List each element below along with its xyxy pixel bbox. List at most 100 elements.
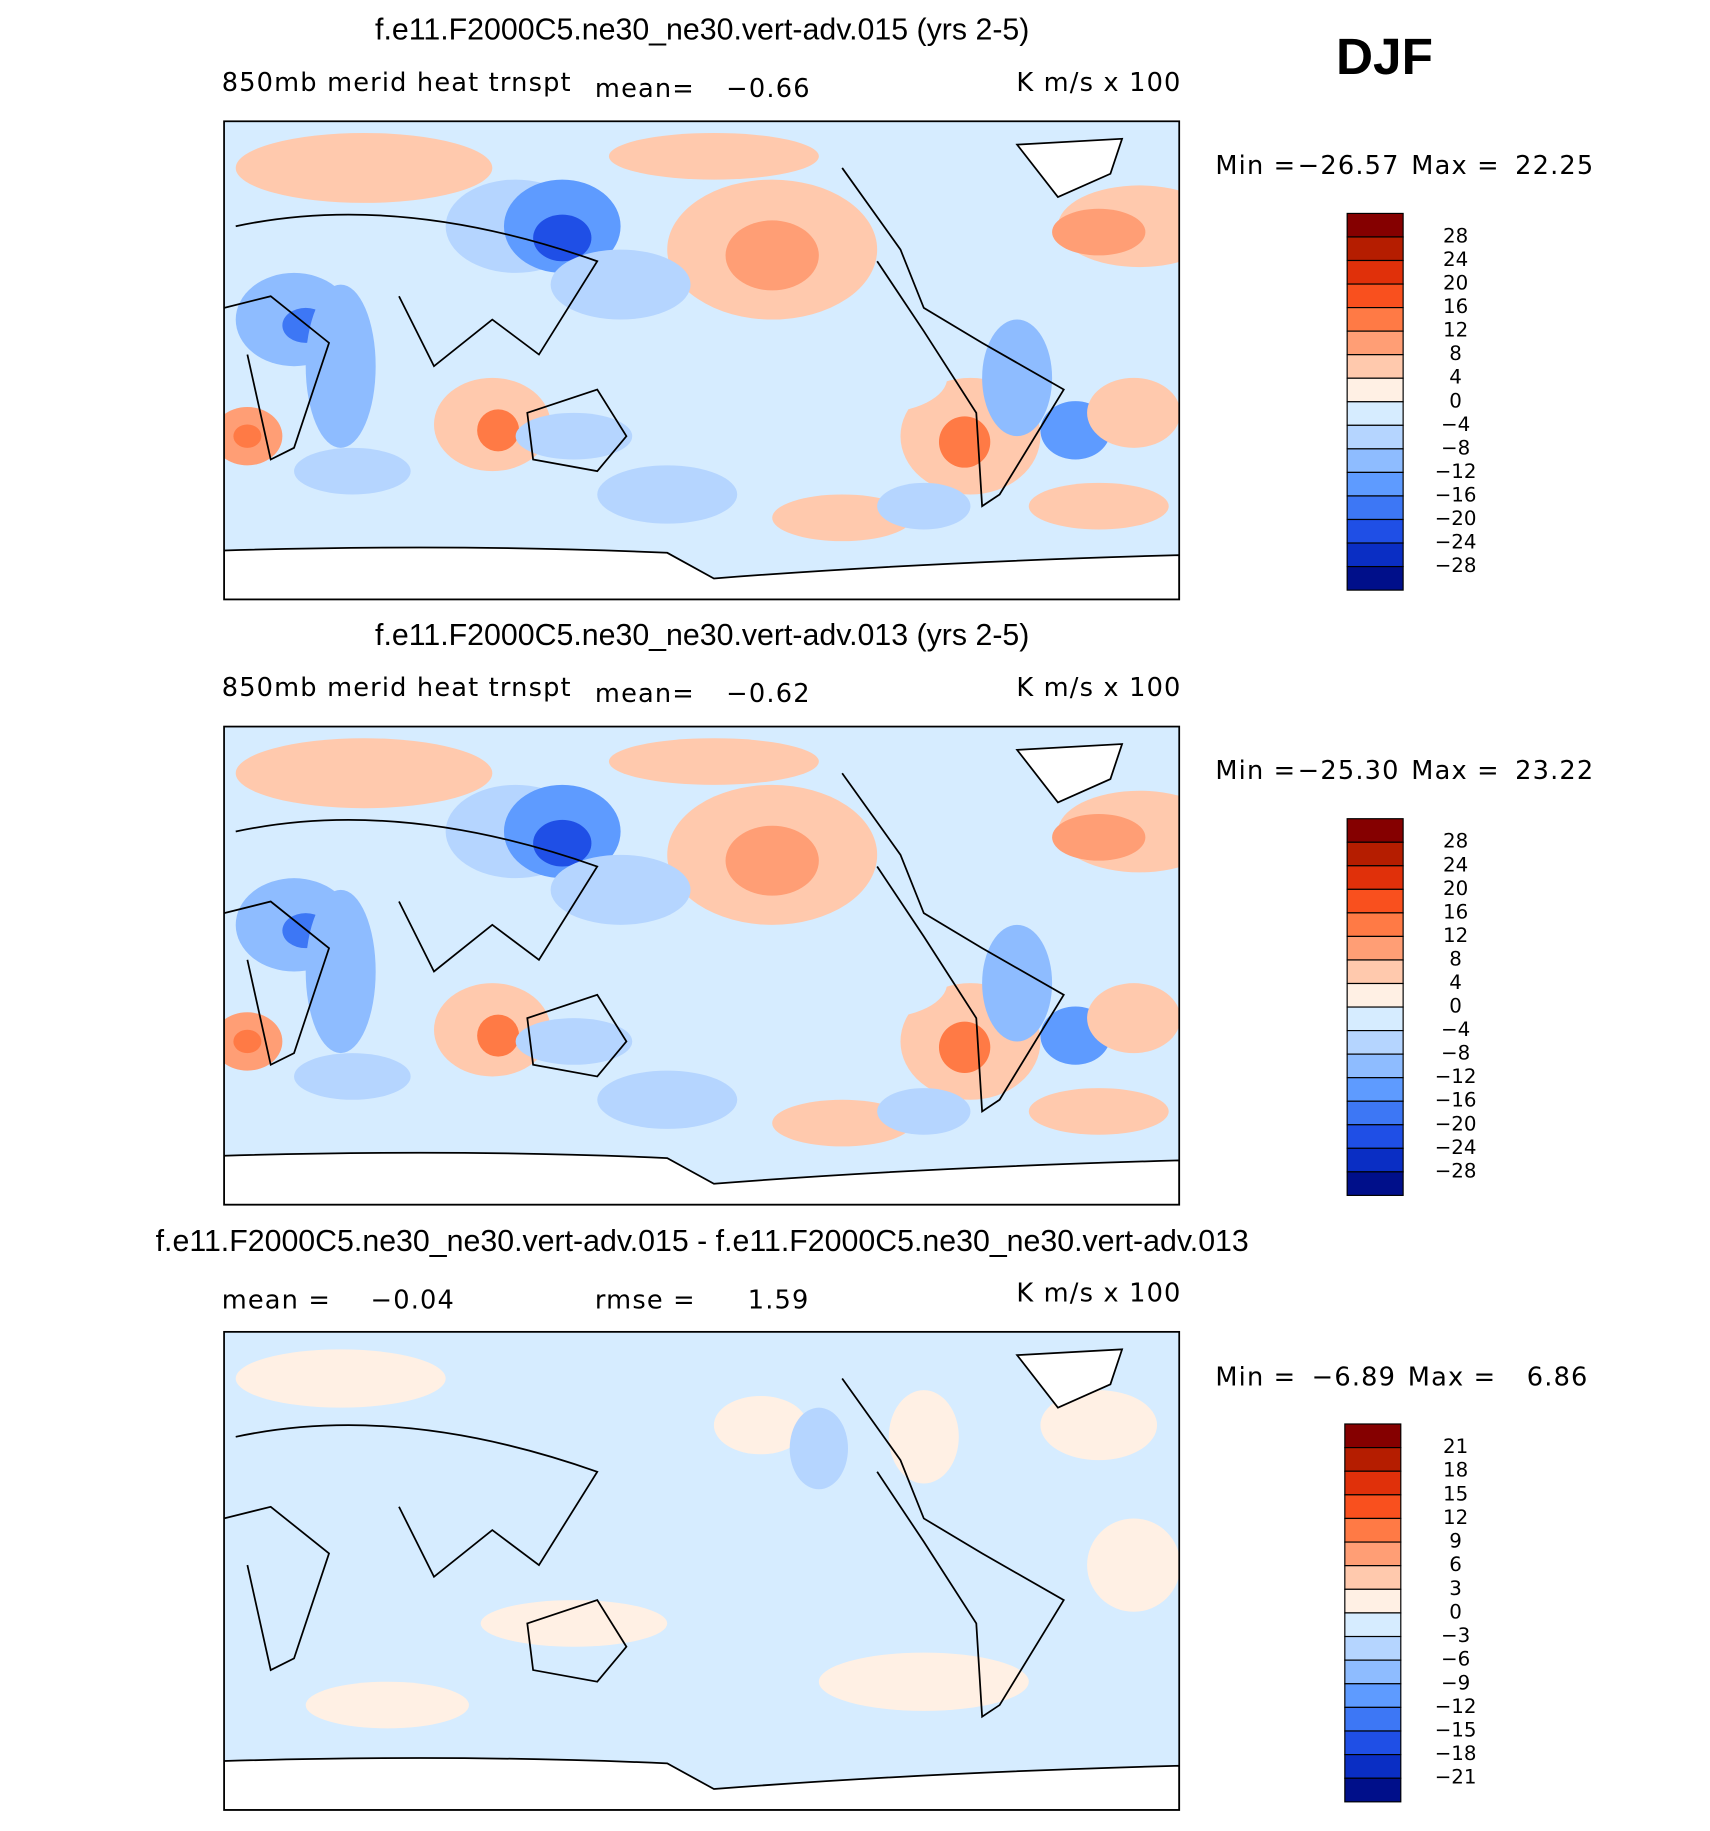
field-blob bbox=[597, 1070, 738, 1129]
colorbar-box bbox=[1344, 1588, 1402, 1614]
colorbar-label: 12 bbox=[1443, 319, 1468, 342]
field-blob bbox=[597, 465, 738, 524]
field-blob bbox=[877, 482, 971, 530]
map-field bbox=[224, 121, 1180, 600]
mean-label: mean = bbox=[222, 1286, 331, 1316]
field-blob bbox=[982, 924, 1053, 1042]
colorbar-label: 16 bbox=[1443, 295, 1468, 318]
min-label: Min = bbox=[1215, 151, 1296, 181]
colorbar-label: 0 bbox=[1449, 389, 1462, 412]
colorbar-box bbox=[1346, 283, 1404, 309]
antarctica bbox=[224, 1757, 1180, 1811]
colorbar-box bbox=[1344, 1565, 1402, 1590]
field-blob bbox=[1052, 814, 1146, 861]
colorbar-box bbox=[1346, 401, 1404, 426]
mean-value: −0.66 bbox=[726, 74, 810, 104]
min-label: Min = bbox=[1215, 1362, 1296, 1392]
field-blob bbox=[1040, 1390, 1158, 1461]
colorbar-label: 8 bbox=[1449, 947, 1462, 970]
field-blob bbox=[294, 1053, 411, 1100]
colorbar-box bbox=[1346, 236, 1404, 262]
mean-value: −0.62 bbox=[726, 679, 810, 709]
map-background bbox=[224, 1331, 1180, 1811]
colorbar-label: 0 bbox=[1449, 1600, 1462, 1623]
field-blob bbox=[877, 1088, 971, 1135]
field-blob bbox=[713, 1395, 808, 1455]
min-label: Min = bbox=[1215, 756, 1296, 786]
field-blob bbox=[1052, 208, 1146, 256]
colorbar-label: −28 bbox=[1435, 1159, 1477, 1182]
colorbar-label: −12 bbox=[1435, 1065, 1477, 1088]
field-blob bbox=[477, 1014, 520, 1057]
colorbar-box bbox=[1346, 818, 1404, 843]
max-label: Max = bbox=[1411, 756, 1499, 786]
colorbar-box bbox=[1346, 1147, 1404, 1173]
colorbar-box bbox=[1346, 330, 1404, 356]
colorbar-label: −4 bbox=[1441, 1018, 1470, 1041]
panel-title: f.e11.F2000C5.ne30_ne30.vert-adv.015 - f… bbox=[156, 1225, 1249, 1258]
field-blob bbox=[515, 412, 633, 460]
season-label: DJF bbox=[1336, 28, 1433, 85]
field-blob bbox=[1028, 482, 1169, 530]
colorbar-label: −4 bbox=[1441, 413, 1470, 436]
colorbar-label: 15 bbox=[1443, 1482, 1468, 1505]
max-label: Max = bbox=[1411, 151, 1499, 181]
colorbar-label: −28 bbox=[1435, 554, 1477, 577]
colorbar-label: −16 bbox=[1435, 483, 1477, 506]
colorbar-box bbox=[1344, 1470, 1402, 1496]
map-frame bbox=[223, 120, 1181, 601]
colorbar-box bbox=[1344, 1683, 1402, 1708]
colorbar-label: −9 bbox=[1441, 1671, 1470, 1694]
colorbar-box bbox=[1346, 1030, 1404, 1055]
mean-value: −0.04 bbox=[371, 1286, 455, 1316]
colorbar-label: 3 bbox=[1449, 1577, 1462, 1600]
field-blob bbox=[807, 948, 948, 1019]
colorbar-label: −16 bbox=[1435, 1089, 1477, 1112]
colorbar-box bbox=[1344, 1777, 1402, 1803]
colorbar-box bbox=[1346, 354, 1404, 379]
min-value: −26.57 bbox=[1298, 151, 1400, 181]
colorbar-box bbox=[1346, 565, 1404, 591]
rmse-value: 1.59 bbox=[748, 1286, 810, 1316]
max-value: 22.25 bbox=[1515, 151, 1594, 181]
colorbar-label: 28 bbox=[1443, 830, 1468, 853]
colorbar-label: −8 bbox=[1441, 1042, 1470, 1065]
variable-label: 850mb merid heat trnspt bbox=[222, 68, 572, 98]
colorbar-label: 4 bbox=[1449, 366, 1462, 389]
variable-label: 850mb merid heat trnspt bbox=[222, 673, 572, 703]
field-blob bbox=[480, 1600, 668, 1647]
field-blob bbox=[235, 738, 493, 809]
africa-eurasia bbox=[224, 819, 599, 1067]
greenland bbox=[1015, 137, 1124, 199]
field-blob bbox=[305, 1681, 469, 1729]
colorbar-label: 0 bbox=[1449, 995, 1462, 1018]
colorbar-label: −15 bbox=[1435, 1718, 1477, 1741]
max-label: Max = bbox=[1408, 1362, 1496, 1392]
min-value: −6.89 bbox=[1312, 1362, 1396, 1392]
field-blob bbox=[294, 447, 411, 495]
australia bbox=[526, 993, 628, 1078]
colorbar-label: −21 bbox=[1435, 1766, 1477, 1789]
colorbar-label: 20 bbox=[1443, 272, 1468, 295]
colorbar-box bbox=[1346, 912, 1404, 938]
australia bbox=[526, 388, 628, 473]
colorbar-label: −24 bbox=[1435, 1136, 1477, 1159]
units-label: K m/s x 100 bbox=[1016, 1279, 1181, 1309]
field-blob bbox=[608, 132, 819, 180]
field-blob bbox=[1087, 377, 1180, 448]
greenland bbox=[1015, 743, 1124, 804]
greenland bbox=[1015, 1348, 1124, 1409]
colorbar-box bbox=[1346, 495, 1404, 521]
rmse-label: rmse = bbox=[595, 1286, 696, 1316]
colorbar-box bbox=[1344, 1730, 1402, 1756]
map-field bbox=[224, 726, 1180, 1205]
panel-title: f.e11.F2000C5.ne30_ne30.vert-adv.015 (yr… bbox=[375, 14, 1029, 47]
field-blob bbox=[1028, 1088, 1169, 1135]
map-field bbox=[224, 1331, 1180, 1811]
colorbar-label: −12 bbox=[1435, 460, 1477, 483]
colorbar-box bbox=[1346, 1171, 1404, 1196]
field-blob bbox=[233, 1029, 262, 1054]
colorbar-box bbox=[1346, 518, 1404, 544]
